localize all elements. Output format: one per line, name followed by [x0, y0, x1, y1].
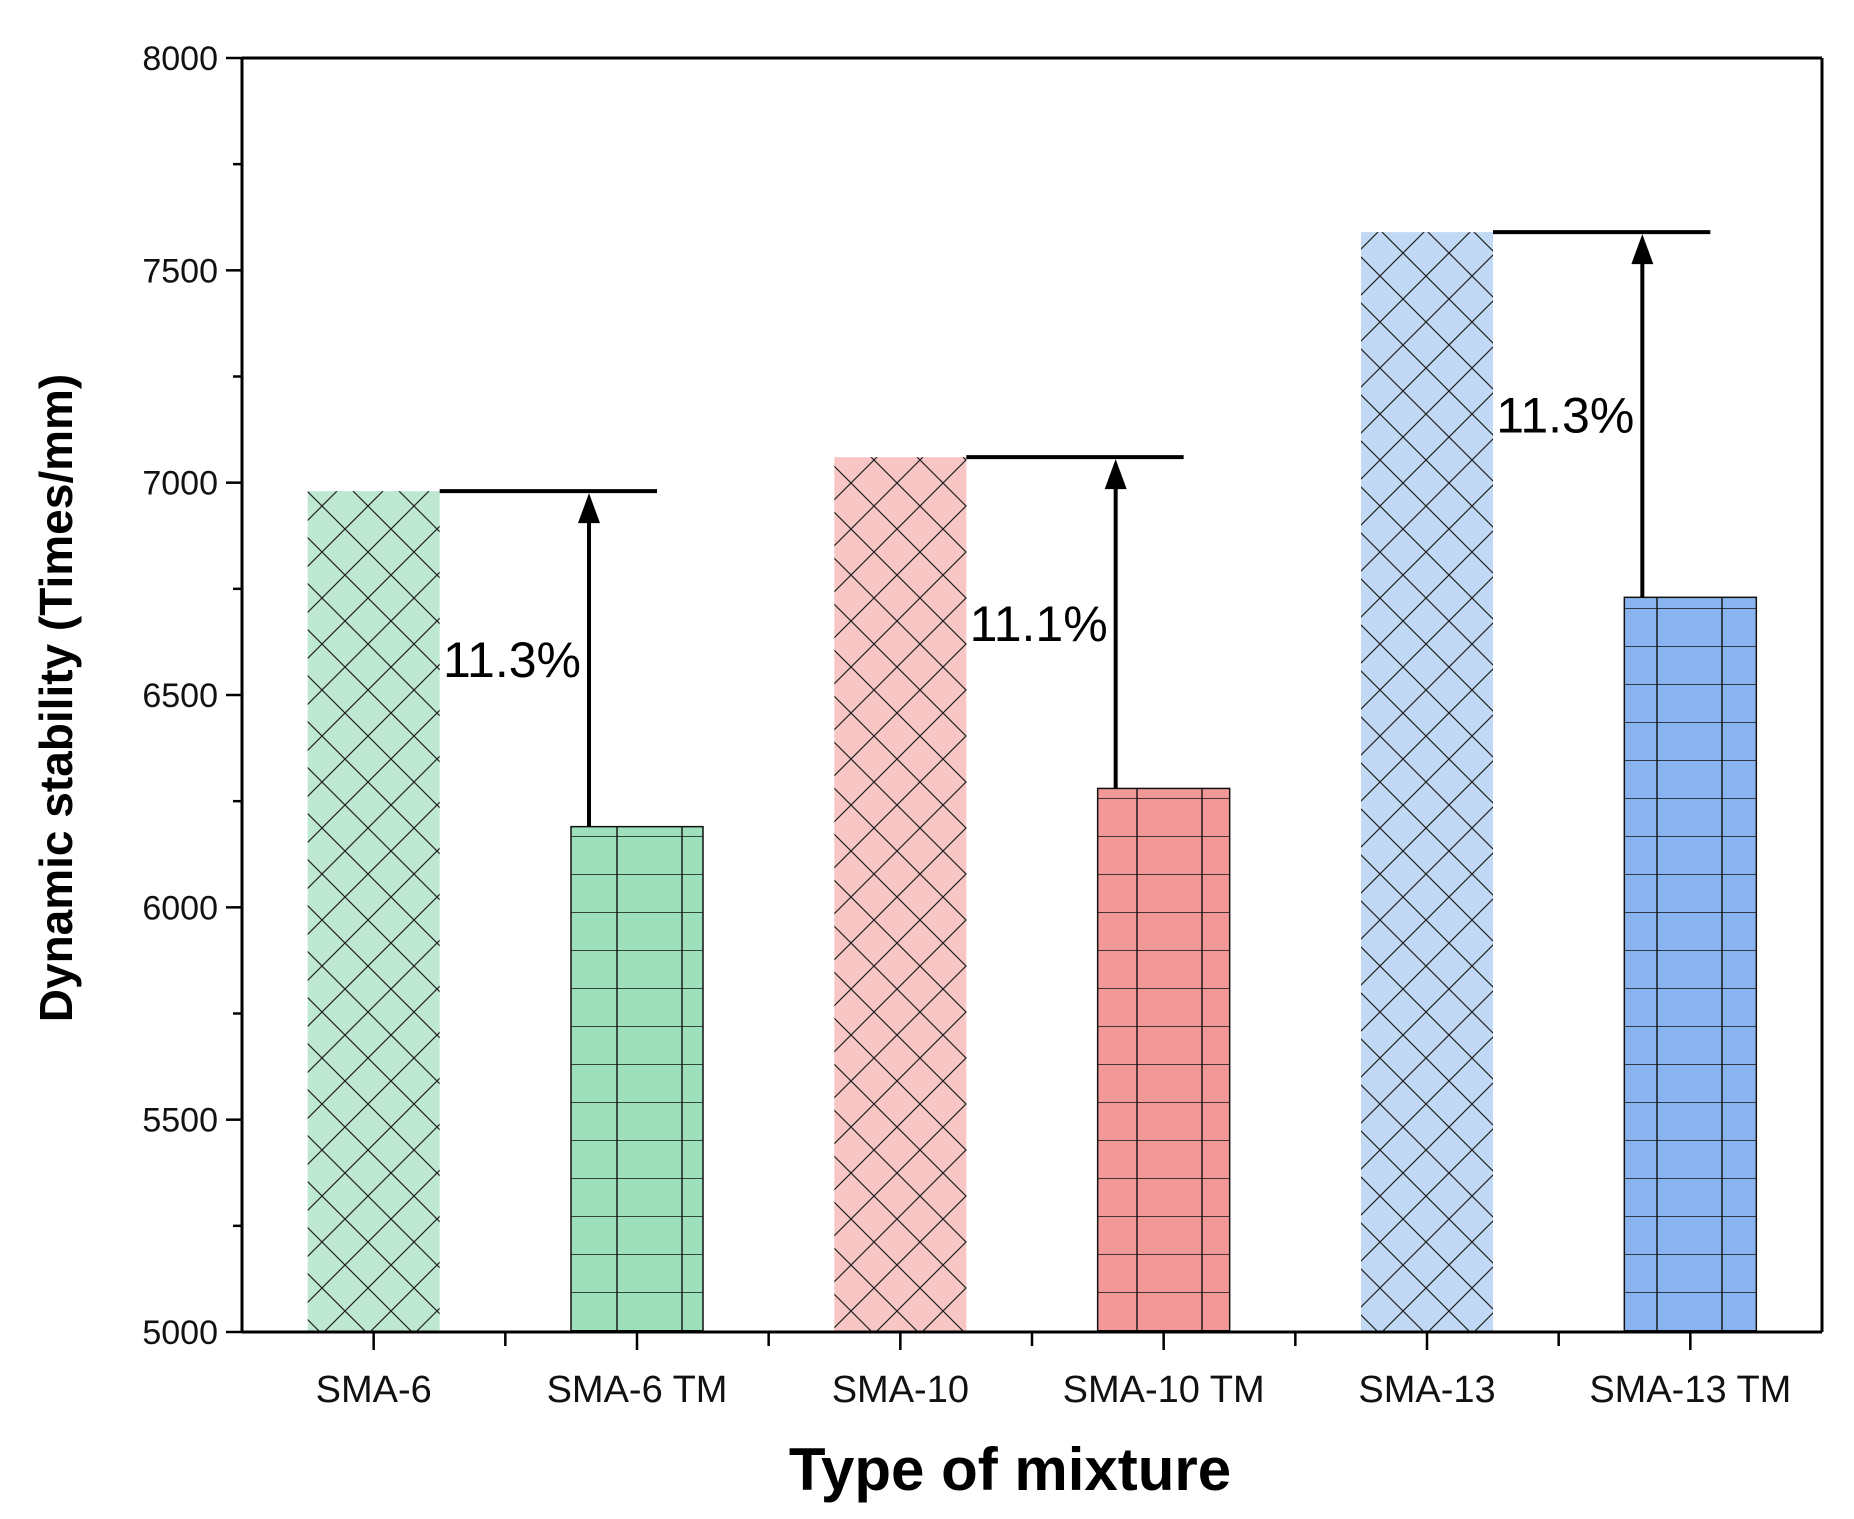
y-tick-label: 5500	[142, 1102, 218, 1140]
bar-sma-13-tm	[1623, 596, 1758, 1333]
y-tick-label: 7000	[142, 465, 218, 503]
x-tick-label: SMA-13 TM	[1589, 1369, 1791, 1411]
bar-pattern-sma-13	[1361, 232, 1493, 1333]
x-tick-label: SMA-10 TM	[1063, 1369, 1265, 1411]
x-tick-label: SMA-6	[316, 1369, 432, 1411]
annotation-arrowhead	[1631, 234, 1654, 265]
bar-sma-6	[307, 491, 440, 1332]
bar-sma-10	[834, 457, 967, 1333]
annotation-label: 11.3%	[1496, 388, 1634, 444]
axes-layer: 5000 5500 6000 6500 7000 7500 8000 SMA-6 SMA-6 T…	[142, 40, 1824, 1411]
x-tick-label: SMA-10	[832, 1369, 969, 1411]
annotations-layer: 11.3% 11.1% 11.3%	[439, 230, 1711, 827]
bar-sma-6-tm	[570, 825, 704, 1333]
bar-sma-13	[1361, 232, 1493, 1333]
bar-pattern-sma-10-tm	[1097, 788, 1230, 1332]
bar-sma-10-tm	[1096, 787, 1231, 1333]
y-tick-label: 8000	[142, 40, 218, 78]
annotation-arrowhead	[1104, 459, 1127, 490]
y-tick-label: 6500	[142, 677, 218, 715]
x-tick-label: SMA-6 TM	[547, 1369, 728, 1411]
bar-pattern-sma-13-tm	[1624, 597, 1757, 1332]
bar-pattern-sma-6	[307, 491, 440, 1332]
annotation-label: 11.3%	[443, 632, 581, 688]
y-tick-label: 7500	[142, 252, 218, 290]
bars-layer	[307, 232, 1758, 1333]
annotation-2: 11.1%	[966, 455, 1184, 789]
annotation-arrowhead	[578, 493, 600, 524]
y-axis-title: Dynamic stability (Times/mm)	[30, 374, 82, 1022]
annotation-1: 11.3%	[439, 489, 657, 827]
bar-pattern-sma-6-tm	[571, 826, 703, 1332]
annotation-3: 11.3%	[1493, 230, 1711, 598]
x-tick-label: SMA-13	[1358, 1369, 1495, 1411]
y-tick-label: 5000	[142, 1314, 218, 1352]
annotation-label: 11.1%	[970, 596, 1108, 652]
bar-pattern-sma-10	[834, 457, 967, 1333]
y-tick-label: 6000	[142, 889, 218, 927]
x-axis-title: Type of mixture	[789, 1436, 1231, 1503]
